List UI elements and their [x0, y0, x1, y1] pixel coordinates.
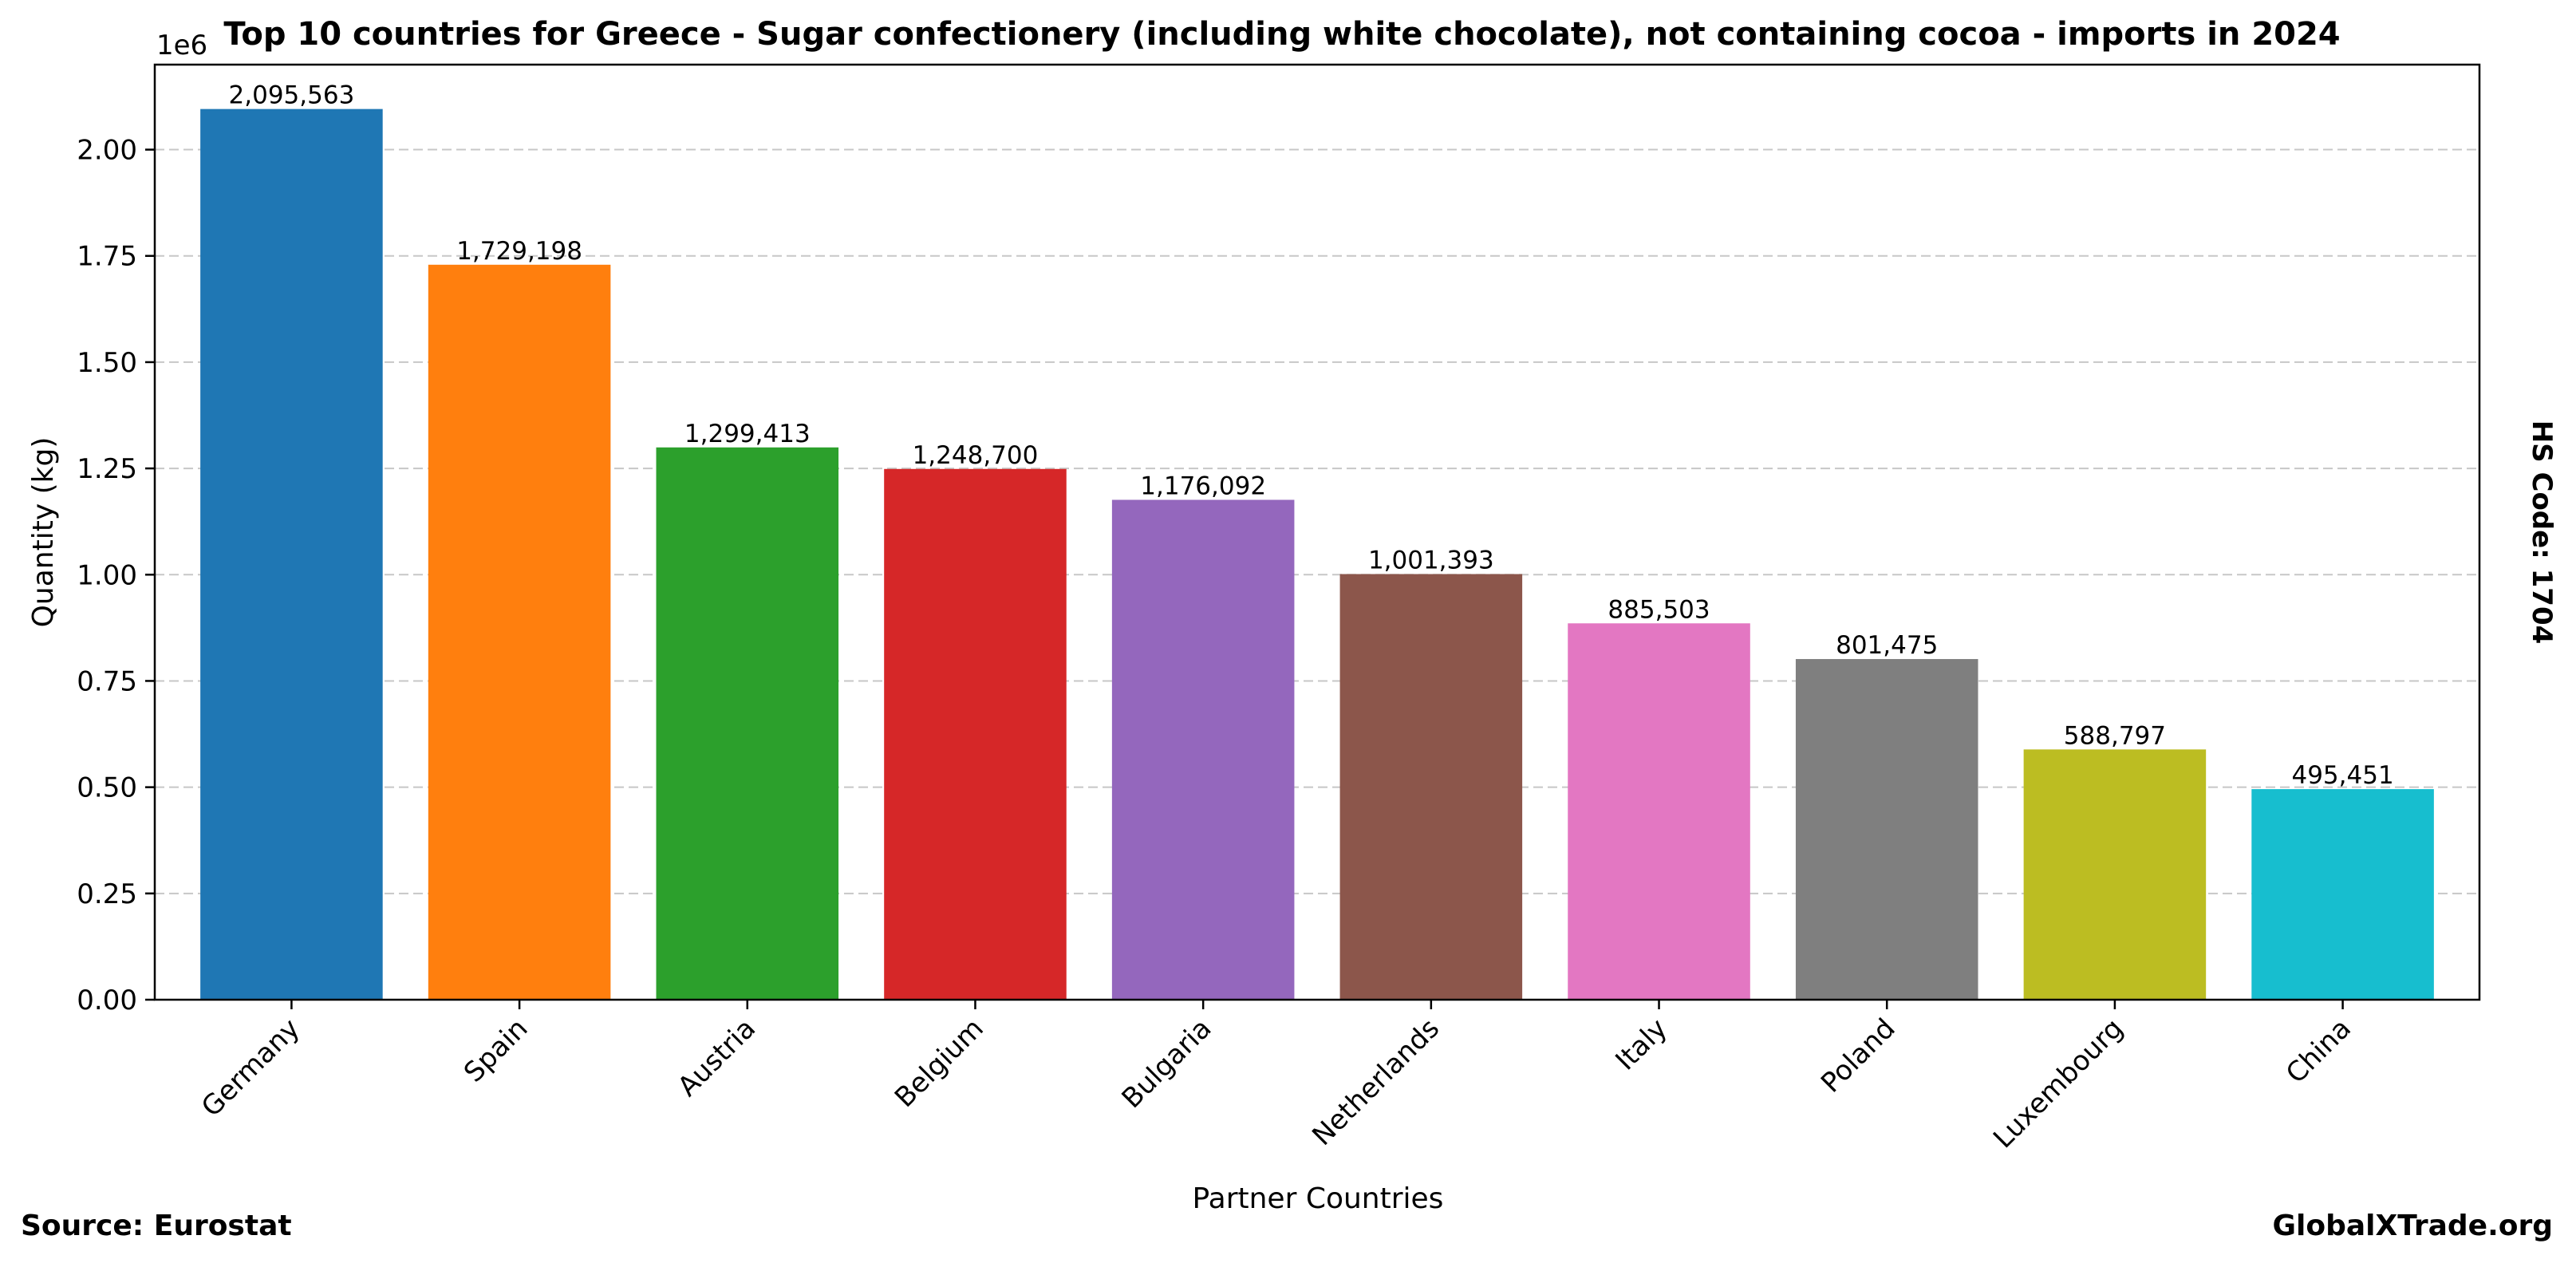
bar-value-label: 801,475 [1836, 631, 1938, 660]
bar-value-label: 2,095,563 [229, 81, 355, 110]
plot-frame [153, 63, 2481, 1001]
y-scale-label: 1e6 [156, 30, 207, 61]
chart-title: Top 10 countries for Greece - Sugar conf… [223, 16, 2340, 53]
bar-italy [1568, 623, 1750, 1000]
bar-value-label: 1,176,092 [1140, 472, 1266, 500]
bar-value-label: 1,299,413 [684, 420, 811, 448]
bar-value-label: 1,729,198 [456, 237, 582, 266]
y-tick-label: 0.50 [77, 772, 137, 804]
bar-value-label: 1,248,700 [913, 441, 1039, 470]
bars [200, 109, 2434, 1000]
y-tick-label: 1.25 [77, 453, 137, 485]
bar-austria [656, 447, 839, 1000]
bar-value-label: 588,797 [2064, 721, 2166, 750]
bar-poland [1795, 659, 1978, 1000]
bar-bulgaria [1111, 499, 1295, 1000]
y-axis-ticks: 0.00 0.25 0.50 0.75 1.00 1.25 1.50 1.75 2.00 [77, 135, 155, 1016]
y-tick-label: 0.25 [77, 878, 137, 910]
y-tick-label: 2.00 [77, 135, 137, 167]
hs-code-label: HS Code: 1704 [2526, 420, 2558, 645]
y-axis-label: Quantity (kg) [27, 437, 60, 628]
bar-value-label: 885,503 [1608, 595, 1710, 624]
bar-luxembourg [2023, 749, 2207, 1000]
bar-germany [200, 109, 383, 1000]
brand-label: GlobalXTrade.org [2272, 1210, 2553, 1242]
x-axis-label: Partner Countries [1193, 1182, 1444, 1215]
y-tick-label: 1.00 [77, 559, 137, 591]
bar-value-label: 495,451 [2291, 761, 2393, 790]
bar-belgium [884, 468, 1067, 1000]
y-tick-label: 0.00 [77, 985, 137, 1016]
bar-value-labels: 2,095,563 1,729,198 1,299,413 1,248,700 1,17… [229, 81, 2394, 790]
y-tick-label: 1.75 [77, 241, 137, 273]
y-tick-label: 1.50 [77, 347, 137, 379]
bar-value-label: 1,001,393 [1368, 547, 1494, 575]
bar-netherlands [1339, 574, 1523, 1000]
y-tick-label: 0.75 [77, 665, 137, 697]
source-label: Source: Eurostat [21, 1210, 292, 1242]
bar-china [2251, 789, 2434, 1000]
bar-spain [428, 264, 611, 1000]
